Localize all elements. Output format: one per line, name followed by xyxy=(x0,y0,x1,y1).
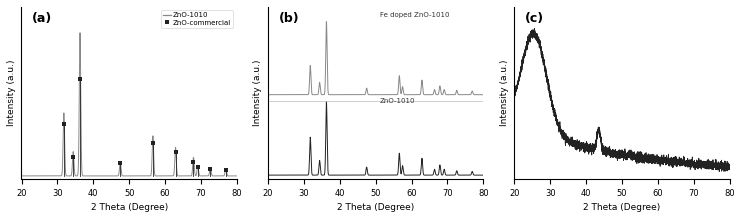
Y-axis label: Intensity (a.u.): Intensity (a.u.) xyxy=(253,60,263,126)
Text: (c): (c) xyxy=(525,12,544,25)
Y-axis label: Intensity (a.u.): Intensity (a.u.) xyxy=(500,60,509,126)
X-axis label: 2 Theta (Degree): 2 Theta (Degree) xyxy=(337,203,414,212)
Text: ZnO-1010: ZnO-1010 xyxy=(380,98,416,104)
Legend: ZnO-1010, ZnO-commercial: ZnO-1010, ZnO-commercial xyxy=(160,11,234,28)
Text: (a): (a) xyxy=(32,12,53,25)
Y-axis label: Intensity (a.u.): Intensity (a.u.) xyxy=(7,60,16,126)
X-axis label: 2 Theta (Degree): 2 Theta (Degree) xyxy=(91,203,168,212)
Text: (b): (b) xyxy=(279,12,299,25)
X-axis label: 2 Theta (Degree): 2 Theta (Degree) xyxy=(583,203,660,212)
Text: Fe doped ZnO-1010: Fe doped ZnO-1010 xyxy=(380,12,450,18)
